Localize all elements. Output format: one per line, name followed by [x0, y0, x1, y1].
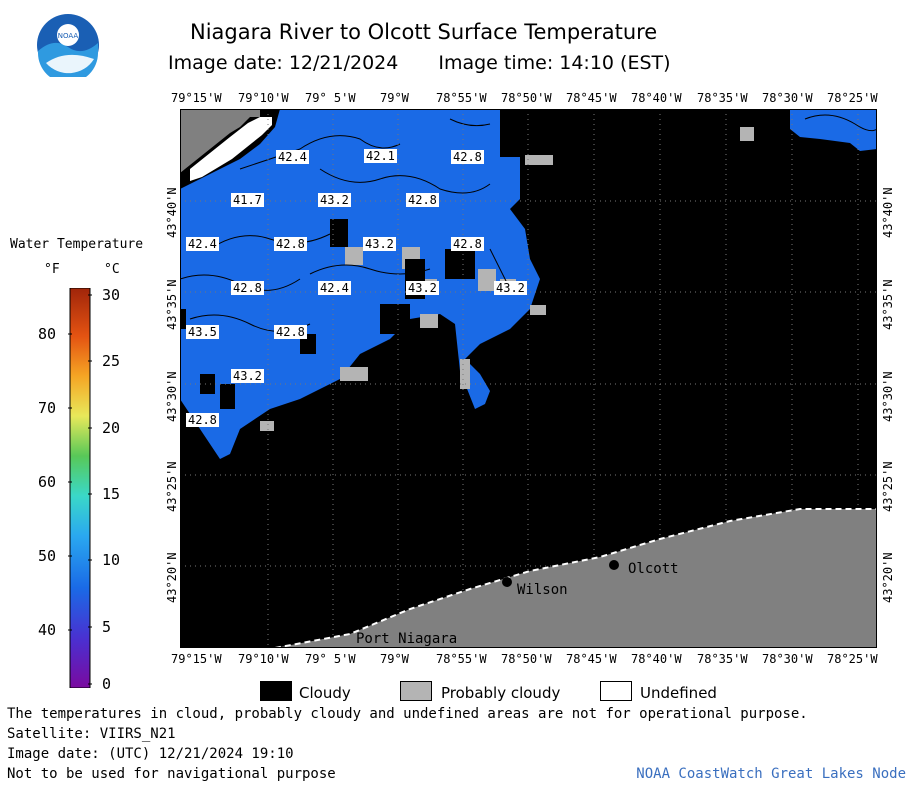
legend-c-tick: 30 — [102, 286, 121, 304]
temp-label: 41.7 — [231, 193, 264, 207]
lon-label: 79°15'W — [171, 652, 222, 666]
lon-label: 79°W — [380, 652, 409, 666]
lon-label: 78°30'W — [762, 652, 813, 666]
lon-label: 79°10'W — [238, 652, 289, 666]
legend-title: Water Temperature — [10, 237, 144, 252]
legend-c-tick: 0 — [102, 675, 112, 693]
legend-unit-c: °C — [104, 262, 120, 277]
map-title: Niagara River to Olcott Surface Temperat… — [190, 20, 658, 44]
lon-label: 78°25'W — [827, 652, 878, 666]
navigation-warning-text: Not to be used for navigational purpose — [7, 766, 336, 782]
lon-label: 78°35'W — [697, 91, 748, 105]
probably-cloudy-swatch — [400, 681, 432, 701]
water-temperature-area-east — [790, 109, 877, 151]
legend-c-tick: 25 — [102, 352, 121, 370]
lon-label: 78°50'W — [501, 652, 552, 666]
noaa-logo: NOAA — [37, 14, 99, 77]
satellite-text: Satellite: VIIRS_N21 — [7, 726, 176, 742]
temp-label: 42.8 — [451, 150, 484, 164]
utc-date-text: Image date: (UTC) 12/21/2024 19:10 — [7, 746, 294, 762]
cloudy-label: Cloudy — [299, 684, 351, 702]
lon-label: 78°40'W — [631, 652, 682, 666]
legend-c-tick: 10 — [102, 551, 121, 569]
lat-label: 43°20'N — [881, 552, 895, 603]
undefined-area — [190, 117, 272, 181]
lon-label: 79°15'W — [171, 91, 222, 105]
lat-label: 43°35'N — [881, 279, 895, 330]
cloudy-swatch — [260, 681, 292, 701]
wilson-marker — [502, 577, 512, 587]
temp-label: 43.2 — [318, 193, 351, 207]
image-time-label: Image time: 14:10 (EST) — [438, 52, 671, 74]
temp-label: 43.2 — [406, 281, 439, 295]
temp-label: 42.8 — [231, 281, 264, 295]
cloud-patches — [180, 219, 475, 409]
lon-label: 78°45'W — [566, 91, 617, 105]
temp-label: 43.5 — [186, 325, 219, 339]
credit-text: NOAA CoastWatch Great Lakes Node — [636, 766, 906, 782]
legend-c-tick: 5 — [102, 618, 112, 636]
legend-f-tick: 50 — [38, 547, 57, 565]
probably-cloudy-label: Probably cloudy — [441, 684, 561, 702]
lon-label: 78°30'W — [762, 91, 813, 105]
lon-label: 79° 5'W — [305, 652, 356, 666]
port-niagara-label: Port Niagara — [356, 631, 457, 647]
lon-label: 78°40'W — [631, 91, 682, 105]
lon-label: 78°35'W — [697, 652, 748, 666]
lat-label: 43°35'N — [165, 279, 179, 330]
lon-label: 79°10'W — [238, 91, 289, 105]
temp-label: 43.2 — [363, 237, 396, 251]
legend-f-tick: 80 — [38, 325, 57, 343]
olcott-label: Olcott — [628, 561, 679, 577]
lat-label: 43°30'N — [165, 371, 179, 422]
water-temperature-area — [180, 109, 540, 459]
wilson-label: Wilson — [517, 582, 568, 598]
lat-label: 43°30'N — [881, 371, 895, 422]
lon-label: 78°45'W — [566, 652, 617, 666]
lat-label: 43°25'N — [881, 461, 895, 512]
lon-label: 79° 5'W — [305, 91, 356, 105]
land-canada — [180, 109, 260, 173]
map-frame — [180, 109, 877, 648]
temp-label: 42.4 — [318, 281, 351, 295]
noaa-logo-text: NOAA — [58, 32, 79, 40]
olcott-marker — [609, 560, 619, 570]
temp-label: 42.1 — [364, 149, 397, 163]
undefined-swatch — [600, 681, 632, 701]
lon-label: 79°W — [380, 91, 409, 105]
map-subtitle: Image date: 12/21/2024 Image time: 14:10 … — [168, 52, 671, 74]
legend-c-tick: 20 — [102, 419, 121, 437]
temp-label: 42.4 — [276, 150, 309, 164]
legend-f-tick: 40 — [38, 621, 57, 639]
legend-f-tick: 70 — [38, 399, 57, 417]
color-scale-bar — [68, 288, 92, 688]
lon-label: 78°55'W — [436, 652, 487, 666]
temp-label: 42.8 — [274, 325, 307, 339]
lon-label: 78°25'W — [827, 91, 878, 105]
land-new-york — [275, 509, 877, 648]
lat-label: 43°40'N — [165, 187, 179, 238]
temp-label: 42.8 — [451, 237, 484, 251]
legend-unit-f: °F — [44, 262, 60, 277]
legend-c-tick: 15 — [102, 485, 121, 503]
lat-label: 43°25'N — [165, 461, 179, 512]
lon-label: 78°50'W — [501, 91, 552, 105]
temp-label: 42.4 — [186, 237, 219, 251]
lon-label: 78°55'W — [436, 91, 487, 105]
temp-label: 42.8 — [406, 193, 439, 207]
temperature-map: Olcott Wilson Port Niagara — [180, 109, 877, 648]
temp-label: 42.8 — [186, 413, 219, 427]
disclaimer-text: The temperatures in cloud, probably clou… — [7, 706, 808, 722]
lat-label: 43°40'N — [881, 187, 895, 238]
temp-label: 43.2 — [231, 369, 264, 383]
image-date-label: Image date: 12/21/2024 — [168, 52, 399, 74]
lat-label: 43°20'N — [165, 552, 179, 603]
shoreline — [274, 508, 877, 648]
undefined-label: Undefined — [640, 684, 717, 702]
legend-f-tick: 60 — [38, 473, 57, 491]
temp-label: 43.2 — [494, 281, 527, 295]
temp-label: 42.8 — [274, 237, 307, 251]
